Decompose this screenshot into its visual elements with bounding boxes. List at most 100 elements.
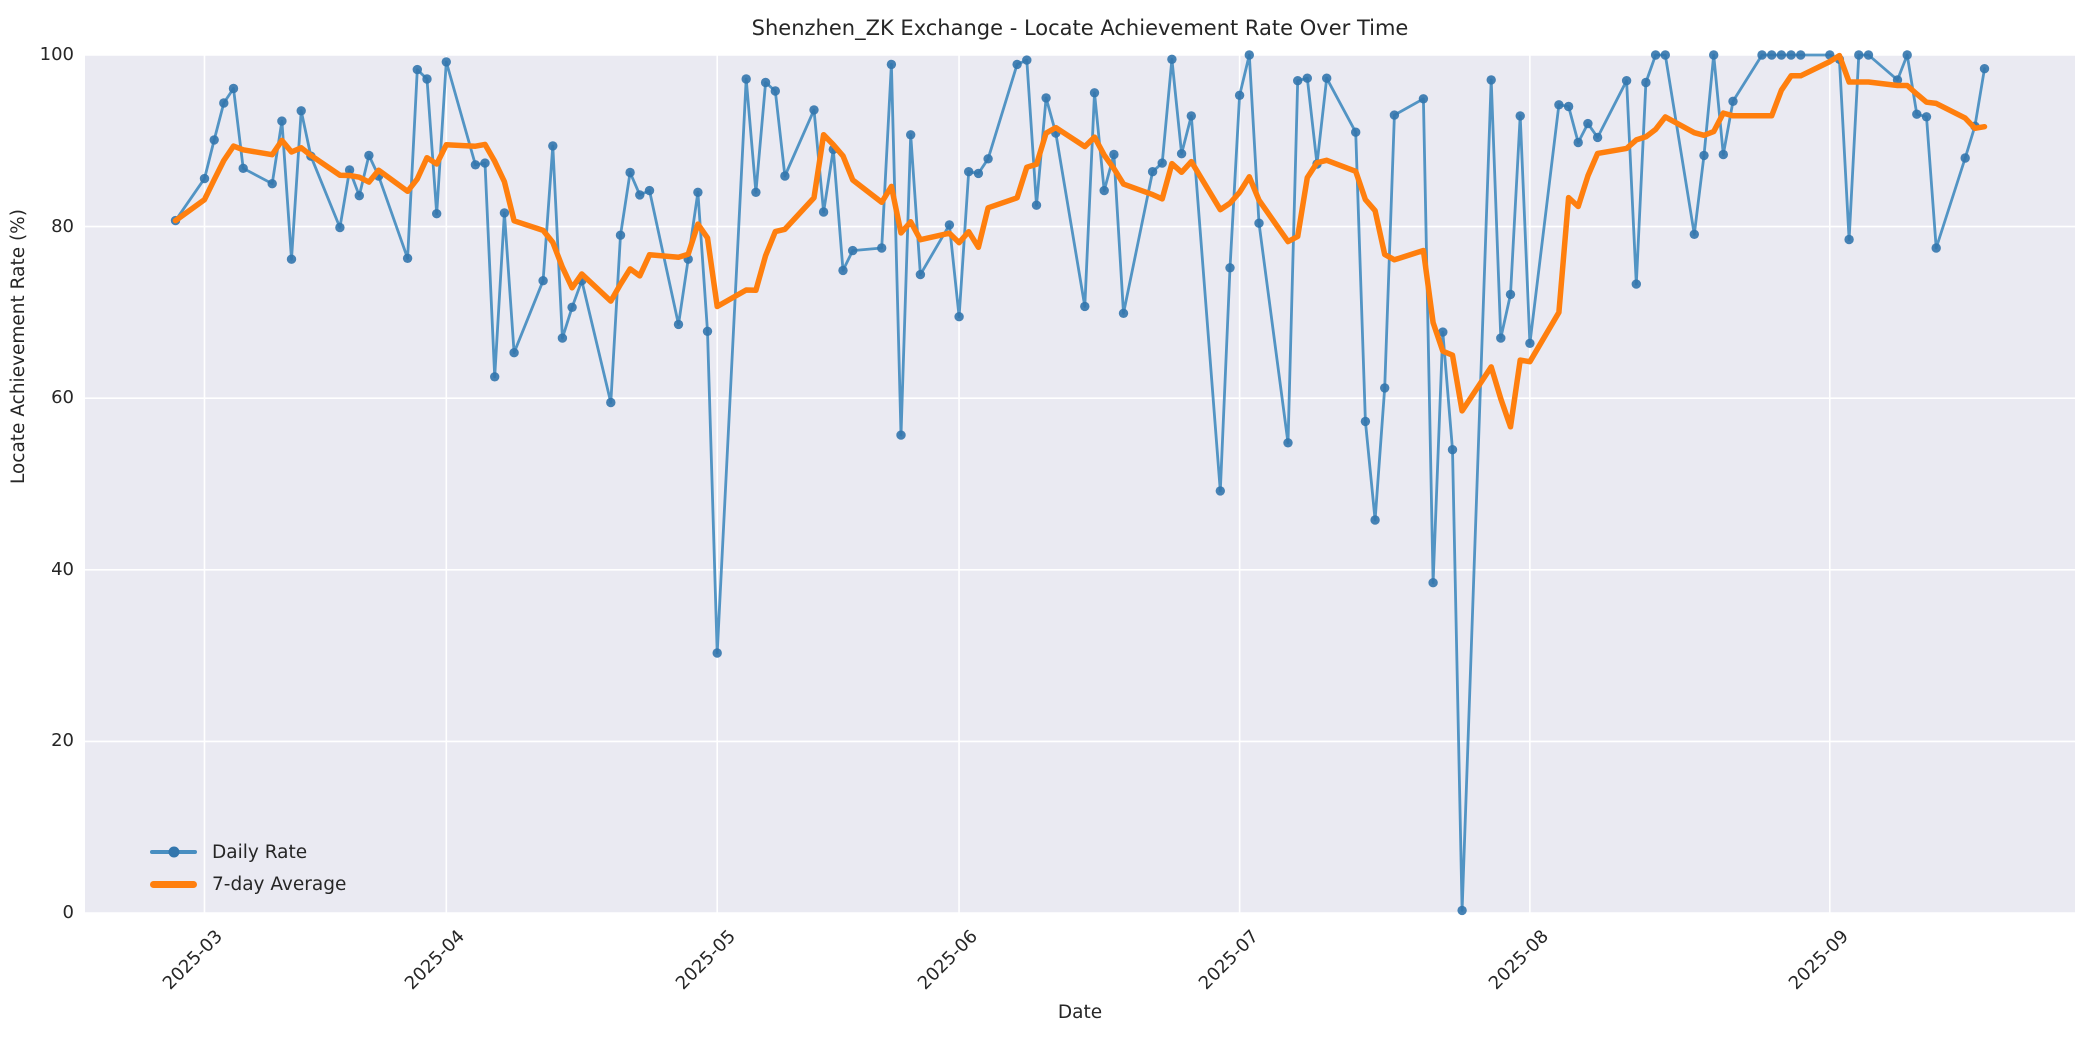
data-point-marker [693,187,703,197]
data-point-marker [1902,50,1912,60]
data-point-marker [1234,90,1245,101]
data-point-marker [402,253,413,263]
data-point-marker [973,168,984,179]
legend-item-daily-rate: Daily Rate [150,838,346,866]
data-point-marker [1863,50,1874,60]
data-point-marker [1176,149,1187,159]
data-point-marker [538,276,548,286]
data-point-marker [983,154,993,164]
data-point-marker [673,319,684,330]
data-point-marker [238,163,248,173]
data-point-marker [1641,77,1651,88]
data-point-marker [354,191,364,201]
average-line-sample [150,880,197,888]
data-point-marker [1302,73,1313,83]
data-point-marker [1293,76,1303,86]
daily-rate-line [174,53,1986,912]
data-point-marker [344,165,355,175]
data-point-marker [412,64,422,75]
data-point-marker [1370,515,1380,525]
data-point-marker [1583,118,1593,129]
data-point-marker [1767,50,1777,60]
axes-background [85,55,2075,913]
data-point-marker [1796,50,1806,60]
data-point-marker [1650,50,1661,60]
y-tick-label: 0 [62,902,74,923]
data-point-marker [1080,301,1090,312]
daily-rate-marker-dot [168,846,179,858]
data-point-marker [818,207,829,217]
data-point-marker [1322,73,1332,83]
data-point-marker [1892,75,1903,85]
data-point-marker [1554,100,1564,110]
legend: Daily Rate 7-day Average [150,838,346,898]
data-point-marker [644,185,655,196]
data-point-marker [760,77,771,88]
data-point-marker [944,220,955,230]
data-point-marker [1167,54,1177,64]
data-point-marker [441,57,451,67]
data-point-marker [741,74,751,84]
data-point-marker [809,105,819,115]
data-point-marker [1621,76,1632,86]
data-point-marker [557,333,568,343]
x-axis-label: Date [1057,1002,1103,1023]
data-point-marker [267,179,277,189]
data-point-marker [1563,101,1574,112]
data-point-marker [1022,55,1032,65]
data-point-marker [1573,137,1583,148]
data-point-marker [1041,93,1051,103]
data-point-marker [606,397,616,408]
data-point-marker [1244,50,1255,60]
data-point-marker [1912,109,1922,119]
data-point-marker [712,648,722,658]
data-point-marker [886,59,897,70]
data-point-marker [1147,167,1158,177]
data-point-marker [1592,132,1603,143]
data-point-marker [770,86,780,96]
data-point-marker [896,430,906,440]
data-point-marker [548,141,558,151]
data-point-marker [635,190,645,200]
data-point-marker [422,74,432,84]
data-point-marker [1486,75,1496,85]
data-point-marker [1496,333,1506,343]
data-point-marker [1283,438,1293,448]
data-point-marker [470,160,481,170]
data-point-marker [432,209,442,219]
data-point-marker [1254,218,1264,228]
data-point-marker [1186,111,1197,121]
data-point-marker [219,98,229,108]
data-point-marker [1709,50,1719,60]
data-point-marker [780,171,790,181]
data-point-marker [1031,200,1042,210]
data-point-marker [1718,149,1729,160]
data-point-marker [1099,185,1109,196]
data-point-marker [1109,149,1119,160]
data-point-marker [1457,905,1467,916]
data-point-marker [199,173,210,184]
data-point-marker [499,208,510,218]
data-point-marker [1360,416,1371,427]
data-point-marker [751,187,761,197]
data-point-marker [1921,112,1932,122]
data-point-marker [1931,243,1941,253]
data-point-marker [1515,111,1525,121]
data-point-marker [625,167,635,178]
data-point-marker [838,265,848,276]
legend-item-7day-average: 7-day Average [150,870,346,898]
data-point-marker [480,158,490,168]
y-tick-label: 100 [39,44,74,65]
data-point-marker [877,243,887,253]
data-point-marker [1776,50,1787,60]
data-point-marker [964,167,974,177]
data-point-marker [1215,486,1226,496]
data-point-marker [702,326,713,336]
data-point-marker [335,222,345,233]
data-point-marker [848,245,858,256]
data-point-marker [1728,96,1738,107]
data-point-marker [954,312,964,322]
data-point-marker [1786,50,1796,60]
data-point-marker [1418,94,1429,104]
